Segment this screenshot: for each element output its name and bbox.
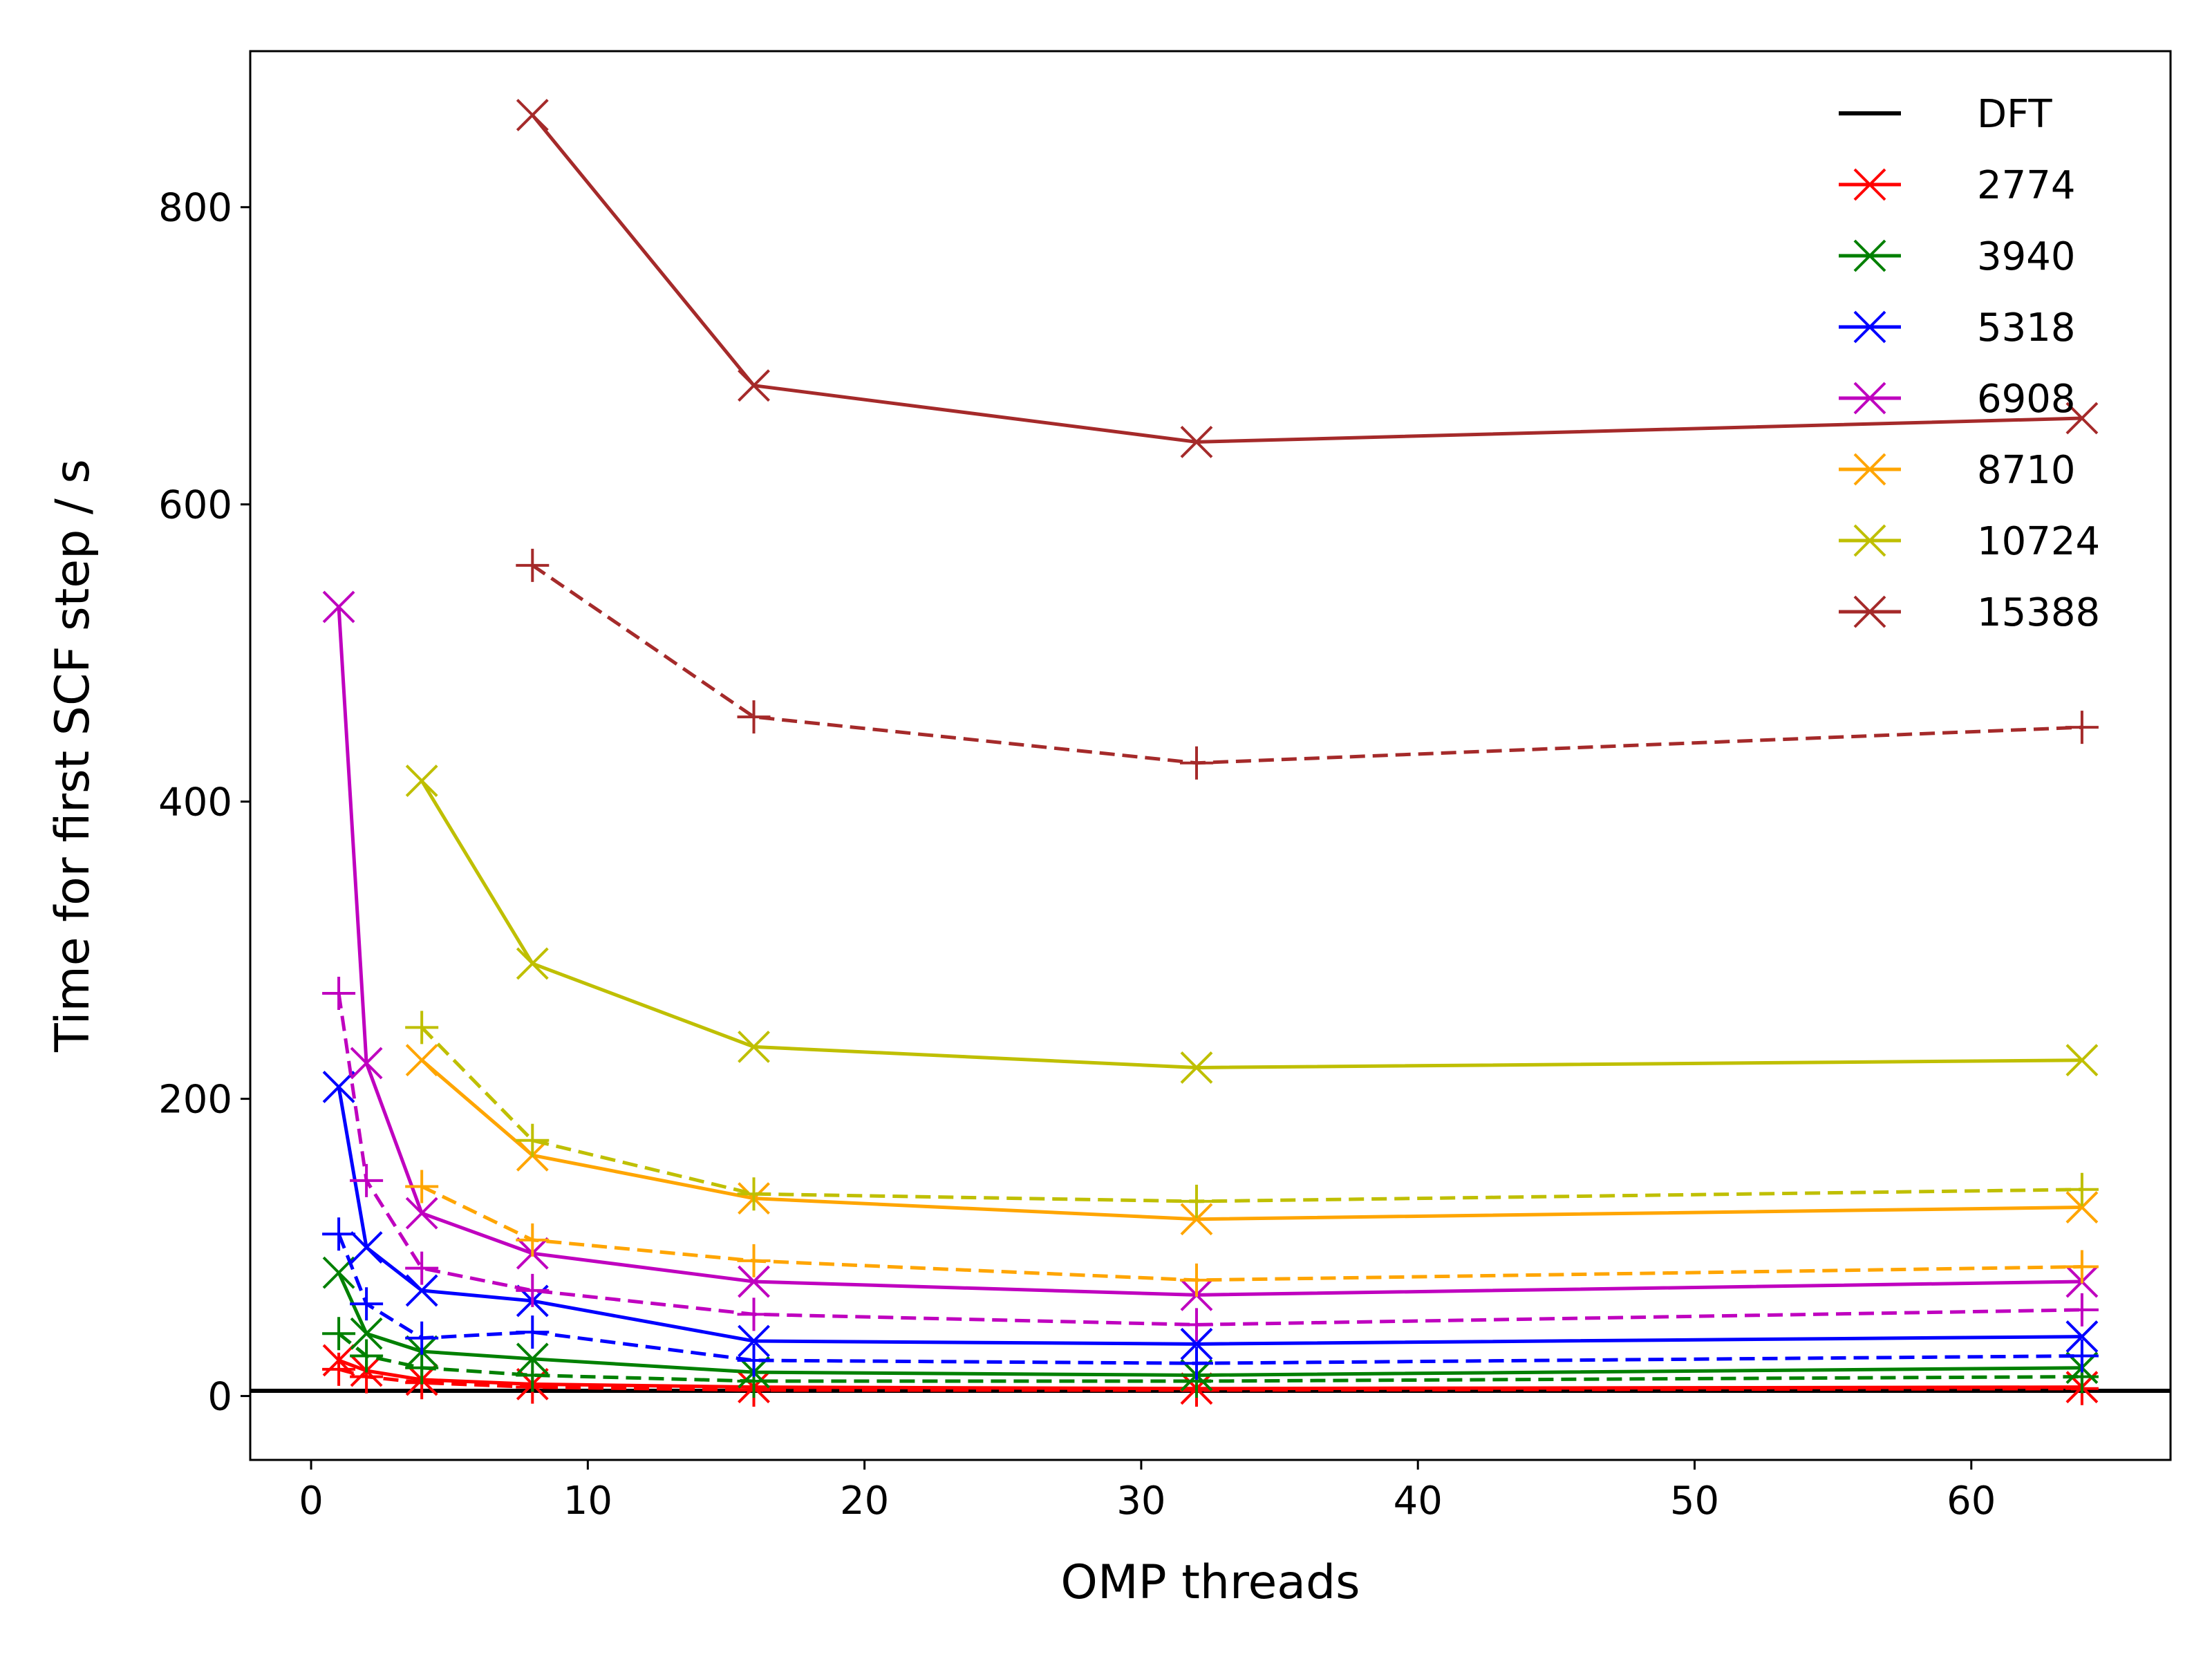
series-15388-x-point (1180, 425, 1213, 458)
series-15388-x-point (738, 369, 770, 402)
series-3940-plus-point (516, 1358, 550, 1392)
series-10724-x-point (2065, 1044, 2099, 1077)
series-3940-plus-point (322, 1317, 356, 1351)
series-2774-x-point (322, 1344, 355, 1377)
series-5318-x-point (1180, 1327, 1213, 1360)
legend-marker (1853, 239, 1886, 272)
legend-marker (1853, 453, 1886, 486)
series-8710-x-point (2065, 1191, 2099, 1224)
series-10724-x-point (405, 765, 438, 797)
series-6908-plus-point (322, 976, 356, 1010)
legend-marker (1853, 524, 1886, 557)
series-6908-x-point (322, 590, 355, 624)
series-5318-plus-point (516, 1315, 550, 1349)
series-15388-plus-point (2065, 711, 2099, 744)
series-8710-x-point (1180, 1203, 1213, 1236)
legend-marker (1853, 382, 1886, 415)
series-5318-plus-point (2065, 1339, 2099, 1373)
series-15388-plus-point (516, 548, 550, 582)
series-10724-x-point (516, 947, 549, 980)
series-3940-plus-point (405, 1351, 439, 1385)
series-6908-x-point (405, 1197, 438, 1230)
y-axis-label: Time for first SCF step / s (46, 459, 100, 1053)
series-6908-plus-point (2065, 1293, 2099, 1327)
series-5318-x-point (2065, 1320, 2099, 1353)
series-6908-x-point (350, 1047, 383, 1080)
legend-label: 5318 (1977, 306, 2076, 350)
legend-marker (1853, 310, 1886, 344)
x-axis-label: OMP threads (1060, 1555, 1360, 1610)
series-6908-plus-point (350, 1163, 384, 1197)
series-5318-x-point (405, 1274, 438, 1307)
series-8710-plus-point (1179, 1263, 1213, 1297)
series-10724-plus-point (737, 1177, 771, 1211)
series-8710-plus-point (405, 1170, 439, 1203)
series-10724-plus-point (2065, 1172, 2099, 1206)
x-tick-label: 50 (1670, 1479, 1719, 1524)
series-10724-x-point (1180, 1051, 1213, 1084)
y-tick-label: 800 (158, 186, 232, 231)
x-tick-label: 10 (563, 1479, 612, 1524)
y-tick-label: 400 (158, 780, 232, 825)
legend-label: 15388 (1977, 590, 2100, 635)
series-2774-plus-point (322, 1352, 356, 1386)
legend-label: 10724 (1977, 519, 2100, 564)
series-15388-x-point (2065, 402, 2099, 435)
series-5318-plus-point (350, 1287, 384, 1321)
series-5318-plus-point (1179, 1347, 1213, 1380)
plot-area (250, 99, 2171, 1407)
x-tick-label: 40 (1394, 1479, 1443, 1524)
series-15388-plus-point (737, 700, 771, 734)
x-tick-label: 30 (1116, 1479, 1165, 1524)
series-10724-plus-point (405, 1011, 439, 1044)
legend-marker (1853, 168, 1886, 201)
series-6908-plus-point (516, 1273, 550, 1307)
legend-label: 8710 (1977, 448, 2076, 493)
plot-frame (249, 50, 2172, 1461)
series-3940-x-point (350, 1317, 383, 1350)
legend-marker (1853, 595, 1886, 628)
series-10724-x-point (738, 1030, 770, 1063)
series-5318-x-point (738, 1324, 770, 1358)
legend-label: 3940 (1977, 234, 2076, 279)
series-6908-plus-point (405, 1251, 439, 1285)
series-5318-x-point (350, 1231, 383, 1264)
series-6908-plus-point (1179, 1308, 1213, 1342)
series-5318-plus-point (737, 1343, 771, 1377)
y-tick-label: 600 (158, 483, 232, 528)
series-3940-plus-point (350, 1339, 384, 1373)
series-15388-plus-point (1179, 746, 1213, 780)
series-10724-plus-point (1179, 1184, 1213, 1218)
legend-label: 2774 (1977, 163, 2076, 208)
x-tick-label: 60 (1947, 1479, 1996, 1524)
series-15388-x-point (516, 99, 549, 131)
series-5318-plus-point (405, 1321, 439, 1355)
series-5318-plus-point (322, 1217, 356, 1251)
y-tick-label: 0 (207, 1375, 232, 1420)
x-tick-label: 0 (299, 1479, 324, 1524)
series-6908-x-point (738, 1265, 770, 1298)
series-8710-plus-point (2065, 1250, 2099, 1284)
series-8710-plus-point (737, 1244, 771, 1277)
x-tick-label: 20 (840, 1479, 889, 1524)
series-15388-solid-line (531, 113, 2082, 444)
series-6908-plus-point (737, 1297, 771, 1331)
series-10724-plus-point (516, 1123, 550, 1157)
series-10724-dashed-line (420, 1026, 2082, 1203)
series-3940-x-point (516, 1342, 549, 1376)
y-tick-label: 200 (158, 1078, 232, 1123)
legend: DFT 2774 3940 5318 6908 8710 10724 15388 (1839, 92, 2100, 635)
series-8710-x-point (405, 1044, 438, 1077)
legend-label: DFT (1977, 92, 2052, 137)
series-15388-dashed-line (531, 563, 2083, 765)
series-8710-plus-point (516, 1223, 550, 1257)
series-5318-x-point (322, 1070, 355, 1103)
legend-label: 6908 (1977, 377, 2076, 422)
